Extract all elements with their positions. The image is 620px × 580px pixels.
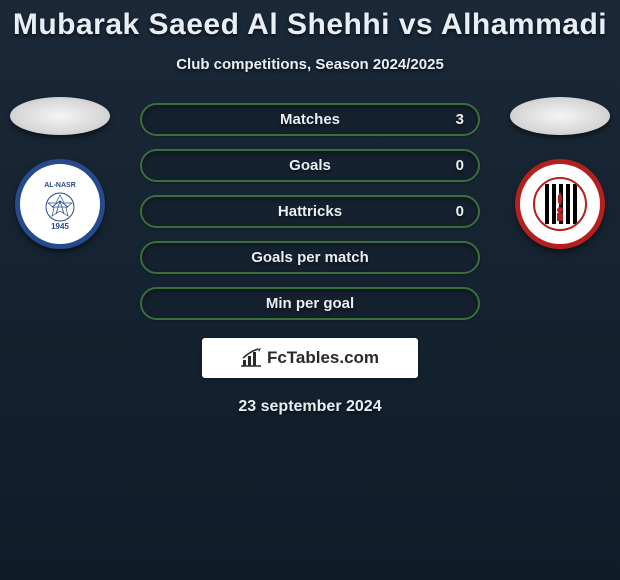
svg-text:AL-NASR: AL-NASR bbox=[44, 182, 76, 189]
stat-row-goals: Goals 0 bbox=[140, 149, 480, 182]
brand-box: FcTables.com bbox=[202, 338, 418, 378]
stat-label: Hattricks bbox=[278, 203, 342, 220]
stat-value-right: 3 bbox=[456, 111, 464, 128]
stat-label: Min per goal bbox=[266, 295, 354, 312]
date-text: 23 september 2024 bbox=[0, 398, 620, 416]
stat-label: Goals per match bbox=[251, 249, 369, 266]
left-club-logo: AL-NASR 1945 bbox=[15, 159, 105, 249]
right-player-avatar bbox=[510, 97, 610, 135]
stat-row-hattricks: Hattricks 0 bbox=[140, 195, 480, 228]
right-club-svg bbox=[530, 174, 590, 234]
stat-row-goals-per-match: Goals per match bbox=[140, 241, 480, 274]
right-player-column bbox=[510, 97, 610, 249]
left-player-avatar bbox=[10, 97, 110, 135]
right-club-logo bbox=[515, 159, 605, 249]
stat-value-right: 0 bbox=[456, 203, 464, 220]
left-player-column: AL-NASR 1945 bbox=[10, 97, 110, 249]
stat-label: Goals bbox=[289, 157, 331, 174]
page-title: Mubarak Saeed Al Shehhi vs Alhammadi bbox=[0, 0, 620, 42]
comparison-content: AL-NASR 1945 bbox=[0, 103, 620, 416]
svg-text:1945: 1945 bbox=[51, 222, 69, 231]
stat-row-matches: Matches 3 bbox=[140, 103, 480, 136]
chart-icon bbox=[241, 348, 263, 368]
subtitle: Club competitions, Season 2024/2025 bbox=[0, 56, 620, 73]
stat-rows: Matches 3 Goals 0 Hattricks 0 Goals per … bbox=[140, 103, 480, 320]
left-club-svg: AL-NASR 1945 bbox=[30, 174, 90, 234]
brand-text: FcTables.com bbox=[267, 348, 379, 368]
stat-label: Matches bbox=[280, 111, 340, 128]
stat-value-right: 0 bbox=[456, 157, 464, 174]
stat-row-min-per-goal: Min per goal bbox=[140, 287, 480, 320]
